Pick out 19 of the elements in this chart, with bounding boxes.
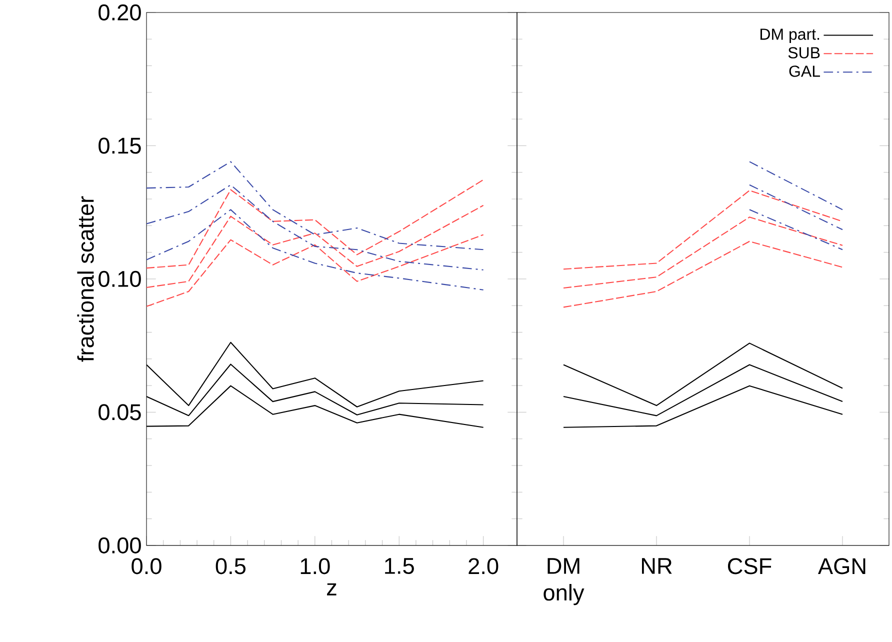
x-tick-label: 2.0 xyxy=(468,558,498,574)
x-tick-label: 1.0 xyxy=(300,558,330,574)
x-tick-label: 1.5 xyxy=(385,558,414,574)
x-tick-label: DM only xyxy=(544,558,584,605)
y-tick-label: 0.10 xyxy=(98,270,141,287)
x-tick-label: AGN xyxy=(818,558,866,574)
y-tick-label: 0.05 xyxy=(98,404,141,420)
x-tick-label: CSF xyxy=(728,558,772,574)
y-tick-label: 0.20 xyxy=(98,4,141,20)
x-tick-label: 0.0 xyxy=(132,558,162,574)
x-tick-label: 0.5 xyxy=(216,558,246,574)
legend-label: SUB xyxy=(788,46,820,58)
x-axis-title: z xyxy=(327,583,336,596)
legend-label: DM part. xyxy=(760,28,820,43)
y-axis-title: fractional scatter xyxy=(77,196,94,362)
y-tick-label: 0.00 xyxy=(98,537,141,554)
legend-label: GAL xyxy=(789,65,820,77)
y-tick-label: 0.15 xyxy=(98,137,141,154)
x-tick-label: NR xyxy=(642,558,672,574)
